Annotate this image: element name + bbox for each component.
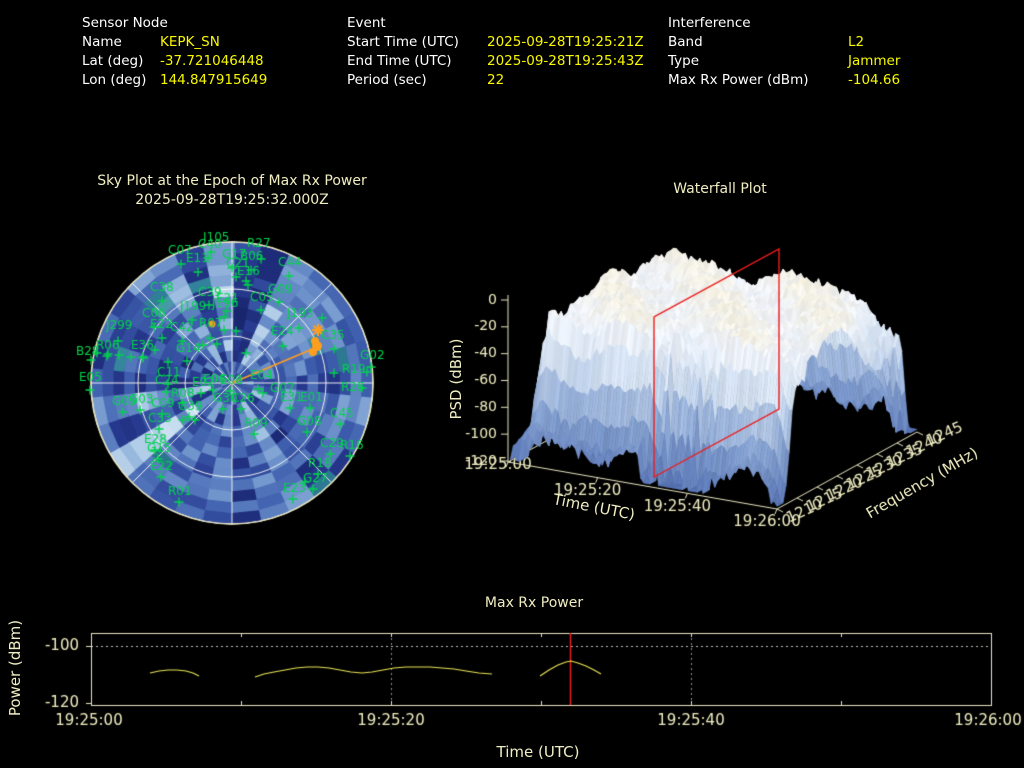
- sensor-node-panel: Sensor Node Name KEPK_SN Lat (deg) -37.721…: [82, 14, 267, 90]
- event-period-label: Period (sec): [347, 72, 427, 88]
- event-end-value: 2025-09-28T19:25:43Z: [487, 53, 644, 69]
- sensor-node-title: Sensor Node: [82, 15, 168, 31]
- interference-title: Interference: [668, 15, 751, 31]
- event-title: Event: [347, 15, 386, 31]
- event-start-value: 2025-09-28T19:25:21Z: [487, 34, 644, 50]
- sky-plot-title: Sky Plot at the Epoch of Max Rx Power 20…: [60, 172, 404, 210]
- sky-plot-title-line2: 2025-09-28T19:25:32.000Z: [135, 192, 329, 208]
- sky-plot-title-line1: Sky Plot at the Epoch of Max Rx Power: [97, 173, 367, 189]
- max-rx-power-title: Max Rx Power: [484, 595, 584, 611]
- sensor-name-label: Name: [82, 34, 122, 50]
- power-axis-label: Power (dBm): [6, 619, 24, 717]
- sensor-lon-value: 144.847915649: [160, 72, 268, 88]
- waterfall-plot-title: Waterfall Plot: [673, 181, 767, 197]
- interference-type-value: Jammer: [848, 53, 901, 69]
- event-start-label: Start Time (UTC): [347, 34, 459, 50]
- event-end-label: End Time (UTC): [347, 53, 452, 69]
- psd-axis-label: PSD (dBm): [447, 338, 465, 420]
- sensor-lat-value: -37.721046448: [160, 53, 264, 69]
- time-axis-label: Time (UTC): [496, 743, 580, 761]
- sensor-lon-label: Lon (deg): [82, 72, 147, 88]
- interference-band-value: L2: [848, 34, 865, 50]
- interference-type-label: Type: [668, 53, 700, 69]
- interference-maxpower-value: -104.66: [848, 72, 901, 88]
- interference-panel: Interference Band L2 Type Jammer Max Rx Po…: [668, 14, 900, 90]
- interference-maxpower-label: Max Rx Power (dBm): [668, 72, 809, 88]
- event-panel: Event Start Time (UTC) 2025-09-28T19:25:2…: [347, 14, 644, 90]
- sensor-lat-label: Lat (deg): [82, 53, 144, 69]
- sensor-name-value: KEPK_SN: [160, 34, 220, 50]
- event-period-value: 22: [487, 72, 505, 88]
- interference-band-label: Band: [668, 34, 703, 50]
